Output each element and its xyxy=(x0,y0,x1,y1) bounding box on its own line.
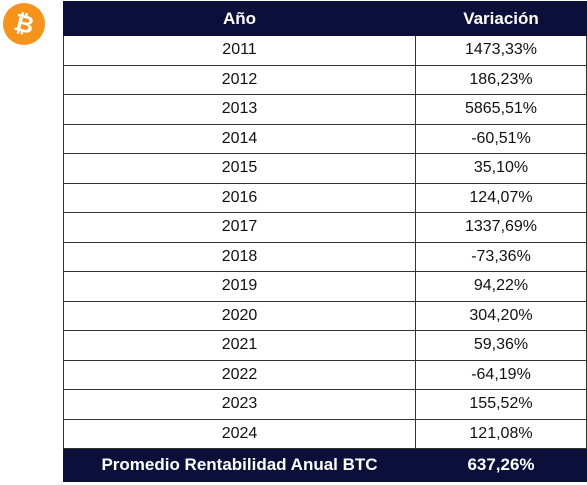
variation-cell: 121,08% xyxy=(415,418,587,449)
total-label: Promedio Rentabilidad Anual BTC xyxy=(63,448,416,482)
table-row: 2019 94,22% xyxy=(63,271,587,302)
variation-cell: 59,36% xyxy=(415,330,587,361)
table-row: 2011 1473,33% xyxy=(63,35,587,66)
table-row: 2017 1337,69% xyxy=(63,212,587,243)
year-cell: 2013 xyxy=(63,94,416,125)
bitcoin-logo-circle xyxy=(3,3,45,45)
variation-cell: 304,20% xyxy=(415,300,587,331)
variation-cell: 35,10% xyxy=(415,153,587,184)
table-row: 2013 5865,51% xyxy=(63,94,587,125)
column-header-variation: Variación xyxy=(415,1,587,36)
year-cell: 2015 xyxy=(63,153,416,184)
table-row: 2016 124,07% xyxy=(63,182,587,213)
table-row: 2014 -60,51% xyxy=(63,123,587,154)
table-row: 2018 -73,36% xyxy=(63,241,587,272)
bitcoin-icon: ₿ xyxy=(3,3,45,45)
year-cell: 2021 xyxy=(63,330,416,361)
variation-cell: 124,07% xyxy=(415,182,587,213)
year-cell: 2011 xyxy=(63,35,416,66)
variation-cell: 155,52% xyxy=(415,389,587,420)
variation-cell: 1337,69% xyxy=(415,212,587,243)
table-row: 2022 -64,19% xyxy=(63,359,587,390)
table-row: 2020 304,20% xyxy=(63,300,587,331)
table-row: 2015 35,10% xyxy=(63,153,587,184)
table-total-row: Promedio Rentabilidad Anual BTC 637,26% xyxy=(63,448,587,482)
returns-table: Año Variación 2011 1473,33% 2012 186,23% 201… xyxy=(63,1,587,482)
variation-cell: -73,36% xyxy=(415,241,587,272)
variation-cell: -64,19% xyxy=(415,359,587,390)
variation-cell: 5865,51% xyxy=(415,94,587,125)
table-row: 2023 155,52% xyxy=(63,389,587,420)
year-cell: 2024 xyxy=(63,418,416,449)
table-row: 2021 59,36% xyxy=(63,330,587,361)
column-header-year: Año xyxy=(63,1,416,36)
table-header-row: Año Variación xyxy=(63,1,587,36)
table-row: 2024 121,08% xyxy=(63,418,587,449)
table-row: 2012 186,23% xyxy=(63,64,587,95)
variation-cell: -60,51% xyxy=(415,123,587,154)
year-cell: 2019 xyxy=(63,271,416,302)
variation-cell: 1473,33% xyxy=(415,35,587,66)
year-cell: 2012 xyxy=(63,64,416,95)
year-cell: 2018 xyxy=(63,241,416,272)
variation-cell: 94,22% xyxy=(415,271,587,302)
returns-table-container: Año Variación 2011 1473,33% 2012 186,23% 201… xyxy=(63,1,587,482)
year-cell: 2014 xyxy=(63,123,416,154)
year-cell: 2016 xyxy=(63,182,416,213)
year-cell: 2017 xyxy=(63,212,416,243)
variation-cell: 186,23% xyxy=(415,64,587,95)
year-cell: 2022 xyxy=(63,359,416,390)
total-value: 637,26% xyxy=(415,448,587,482)
year-cell: 2020 xyxy=(63,300,416,331)
year-cell: 2023 xyxy=(63,389,416,420)
